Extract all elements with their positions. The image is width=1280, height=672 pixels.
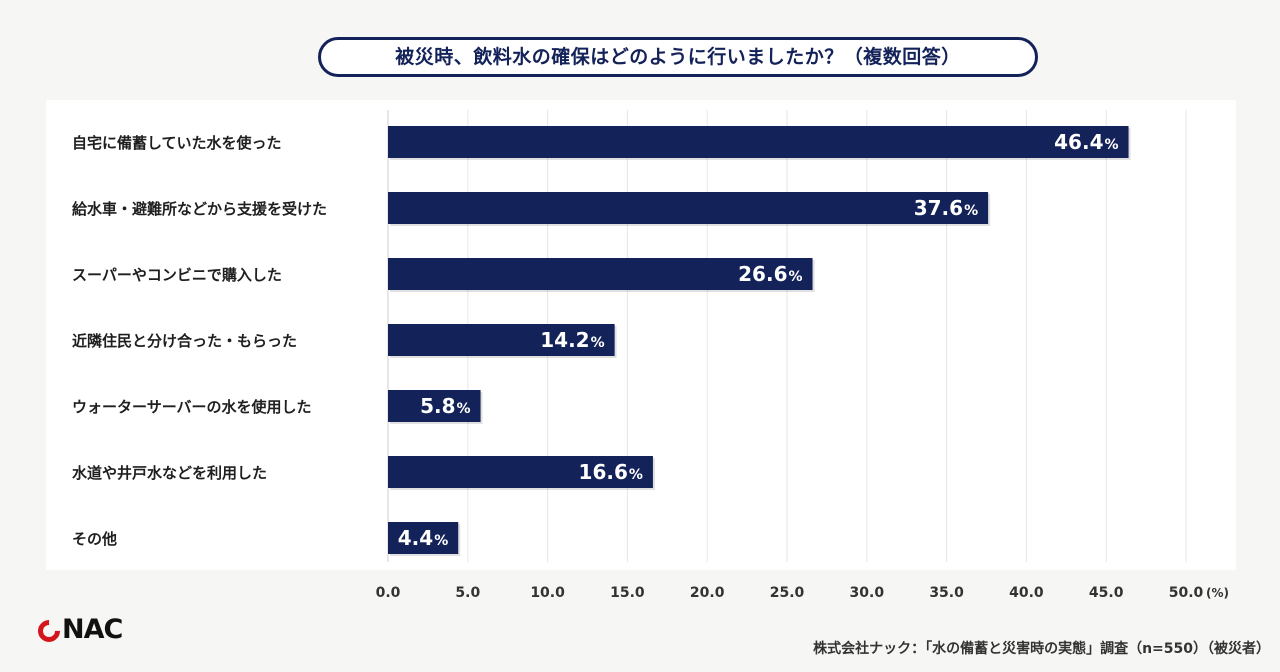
logo-mark-icon xyxy=(33,614,65,647)
bar-value-label: 5.8% xyxy=(420,394,470,418)
bar-value-number: 5.8 xyxy=(420,394,455,418)
bar xyxy=(388,522,459,554)
x-tick-label: 15.0 xyxy=(610,585,645,601)
bar-value-label: 37.6% xyxy=(914,196,978,220)
x-axis-unit: (%) xyxy=(1206,586,1229,600)
x-tick-label: 5.0 xyxy=(455,585,480,601)
bar xyxy=(388,258,813,290)
category-label: 近隣住民と分け合った・もらった xyxy=(72,332,297,350)
bar xyxy=(388,324,615,356)
x-tick-label: 45.0 xyxy=(1089,585,1124,601)
bar xyxy=(388,456,653,488)
category-label: 水道や井戸水などを利用した xyxy=(72,464,267,482)
x-tick-label: 10.0 xyxy=(530,585,565,601)
category-label: その他 xyxy=(72,530,117,548)
category-label: スーパーやコンビニで購入した xyxy=(72,266,282,284)
bar-value-label: 14.2% xyxy=(540,328,604,352)
bar-value-number: 16.6 xyxy=(579,460,628,484)
bar-value-label: 26.6% xyxy=(738,262,802,286)
x-tick-label: 50.0 xyxy=(1169,585,1204,601)
bar-value-number: 46.4 xyxy=(1054,130,1103,154)
category-label: ウォーターサーバーの水を使用した xyxy=(72,398,312,416)
bar xyxy=(388,126,1129,158)
bar-value-percent: % xyxy=(434,533,448,549)
source-note: 株式会社ナック：「水の備蓄と災害時の実態」調査（n=550）（被災者） xyxy=(813,641,1270,657)
bar-value-label: 46.4% xyxy=(1054,130,1118,154)
x-tick-label: 30.0 xyxy=(850,585,885,601)
bar-value-percent: % xyxy=(457,401,471,417)
bar-value-percent: % xyxy=(629,467,643,483)
chart-title: 被災時、飲料水の確保はどのように行いましたか？（複数回答） xyxy=(318,37,1038,77)
bar-value-number: 26.6 xyxy=(738,262,787,286)
bar-value-number: 4.4 xyxy=(398,526,433,550)
x-tick-label: 25.0 xyxy=(770,585,805,601)
bar-value-number: 37.6 xyxy=(914,196,963,220)
bar xyxy=(388,390,481,422)
chart-panel: 自宅に備蓄していた水を使った 46.4% 給水車・避難所などから支援を受けた 37.6… xyxy=(46,100,1236,601)
bar-value-percent: % xyxy=(1105,137,1119,153)
bar-value-percent: % xyxy=(591,335,605,351)
bar-value-number: 14.2 xyxy=(540,328,589,352)
bar-value-percent: % xyxy=(964,203,978,219)
x-tick-label: 20.0 xyxy=(690,585,725,601)
category-label: 給水車・避難所などから支援を受けた xyxy=(72,200,327,218)
company-logo: NAC xyxy=(33,614,123,647)
bar-value-percent: % xyxy=(789,269,803,285)
x-tick-label: 35.0 xyxy=(929,585,964,601)
bar-chart: 自宅に備蓄していた水を使った 46.4% 給水車・避難所などから支援を受けた 37.6… xyxy=(72,110,1229,601)
x-tick-label: 40.0 xyxy=(1009,585,1044,601)
logo-text: NAC xyxy=(62,614,123,645)
x-tick-label: 0.0 xyxy=(376,585,401,601)
bar-value-label: 4.4% xyxy=(398,526,448,550)
bar-value-label: 16.6% xyxy=(579,460,643,484)
bar xyxy=(388,192,989,224)
category-label: 自宅に備蓄していた水を使った xyxy=(72,134,282,152)
